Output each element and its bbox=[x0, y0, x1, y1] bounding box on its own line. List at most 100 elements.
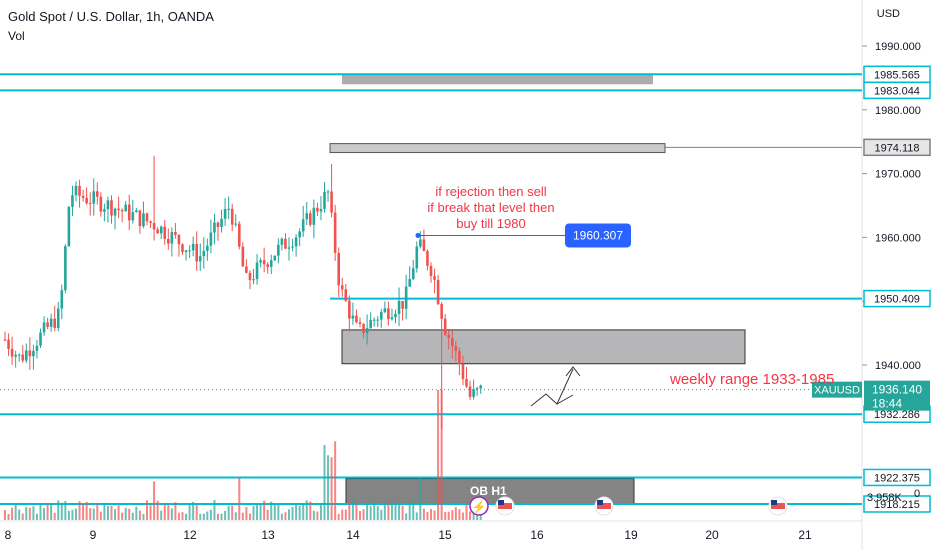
volume-bar bbox=[256, 504, 259, 520]
volume-bar bbox=[199, 513, 202, 520]
candle-body bbox=[138, 210, 142, 227]
candle-body bbox=[42, 322, 46, 333]
candle-body bbox=[120, 209, 124, 212]
candle-body bbox=[340, 285, 344, 290]
volume-bar bbox=[181, 512, 184, 520]
volume-bar bbox=[351, 500, 354, 520]
volume-bar bbox=[131, 512, 134, 520]
candle-body bbox=[465, 379, 468, 387]
candle-body bbox=[344, 289, 348, 301]
volume-bar bbox=[138, 510, 141, 520]
candle-body bbox=[238, 223, 241, 247]
time-tick-label: 13 bbox=[261, 528, 275, 542]
candle-body bbox=[181, 244, 184, 253]
level-price-label: 1974.118 bbox=[874, 142, 919, 154]
candle-body bbox=[35, 345, 39, 351]
volume-bar bbox=[362, 509, 365, 520]
candle-body bbox=[358, 322, 362, 324]
candle-body bbox=[49, 318, 53, 327]
candle-body bbox=[74, 185, 78, 196]
candle-body bbox=[330, 191, 333, 213]
candle-body bbox=[291, 246, 294, 248]
volume-bar bbox=[280, 513, 283, 520]
candle-body bbox=[234, 223, 238, 225]
candle-body bbox=[124, 204, 127, 212]
volume-bar bbox=[390, 502, 393, 520]
weekly-range-label: weekly range 1933-1985 bbox=[669, 371, 834, 388]
candle-body bbox=[472, 389, 475, 397]
symbol-tag bbox=[812, 381, 862, 398]
candle-body bbox=[294, 237, 298, 247]
candle-body bbox=[198, 256, 202, 262]
current-price-countdown: 18:44 bbox=[872, 397, 902, 411]
time-tick-label: 16 bbox=[530, 528, 544, 542]
volume-bar bbox=[330, 457, 333, 520]
volume-bar bbox=[53, 512, 56, 520]
candle-body bbox=[17, 354, 21, 356]
volume-bar bbox=[195, 504, 198, 520]
candle-body bbox=[287, 247, 291, 249]
volume-bar bbox=[121, 512, 124, 520]
volume-bar bbox=[135, 506, 138, 520]
volume-bar bbox=[319, 504, 322, 520]
volume-bar bbox=[142, 513, 145, 520]
candle-body bbox=[142, 213, 145, 227]
candle-body bbox=[245, 266, 248, 273]
candle-body bbox=[241, 246, 245, 267]
candle-body bbox=[88, 203, 92, 205]
candle-body bbox=[167, 239, 170, 244]
level-price-box bbox=[863, 138, 931, 157]
volume-bar bbox=[419, 478, 422, 520]
candle-body bbox=[110, 200, 113, 216]
candle-body bbox=[348, 300, 351, 319]
level-price-box bbox=[863, 468, 931, 487]
candle-body bbox=[411, 268, 415, 280]
volume-bar bbox=[323, 445, 326, 520]
candle-body bbox=[433, 275, 436, 280]
marker-price-label: 1960.307 bbox=[573, 228, 623, 242]
candle-body bbox=[436, 279, 440, 305]
us-flag-icon-canton bbox=[597, 500, 603, 505]
candle-body bbox=[426, 251, 429, 266]
candle-body bbox=[479, 385, 482, 389]
projection-path bbox=[530, 368, 574, 407]
volume-bar bbox=[366, 504, 369, 520]
candle-body bbox=[10, 348, 14, 357]
candle-body bbox=[46, 322, 49, 327]
volume-bar bbox=[46, 504, 49, 520]
time-tick-label: 19 bbox=[624, 528, 638, 542]
candle-body bbox=[269, 260, 273, 267]
volume-bar bbox=[206, 511, 209, 520]
volume-bar bbox=[103, 502, 106, 520]
note-line: if break that level then bbox=[427, 200, 554, 215]
volume-bar bbox=[476, 511, 479, 520]
candle-body bbox=[99, 196, 103, 212]
note-line: if rejection then sell bbox=[435, 184, 546, 199]
volume-bar bbox=[67, 510, 70, 520]
volume-bar bbox=[85, 501, 88, 520]
volume-bar bbox=[458, 509, 461, 520]
volume-bar bbox=[32, 506, 35, 520]
level-price-box bbox=[863, 495, 931, 513]
candle-body bbox=[32, 350, 35, 357]
volume-bar bbox=[259, 504, 262, 520]
candle-body bbox=[351, 315, 355, 319]
candle-body bbox=[113, 208, 117, 216]
candle-body bbox=[14, 354, 17, 357]
volume-bar bbox=[355, 503, 358, 520]
volume-bar bbox=[234, 512, 237, 520]
volume-bar bbox=[99, 511, 102, 520]
volume-bar bbox=[263, 500, 266, 520]
volume-bar bbox=[92, 508, 95, 520]
projection-segment bbox=[556, 394, 574, 405]
us-flag-icon-canton bbox=[771, 500, 777, 505]
candle-body bbox=[365, 328, 369, 334]
candle-body bbox=[475, 388, 479, 390]
volume-bar bbox=[337, 513, 340, 520]
volume-bar bbox=[277, 504, 280, 520]
time-tick-label: 12 bbox=[183, 528, 197, 542]
volume-bar bbox=[71, 509, 74, 520]
candle-body bbox=[273, 255, 277, 261]
